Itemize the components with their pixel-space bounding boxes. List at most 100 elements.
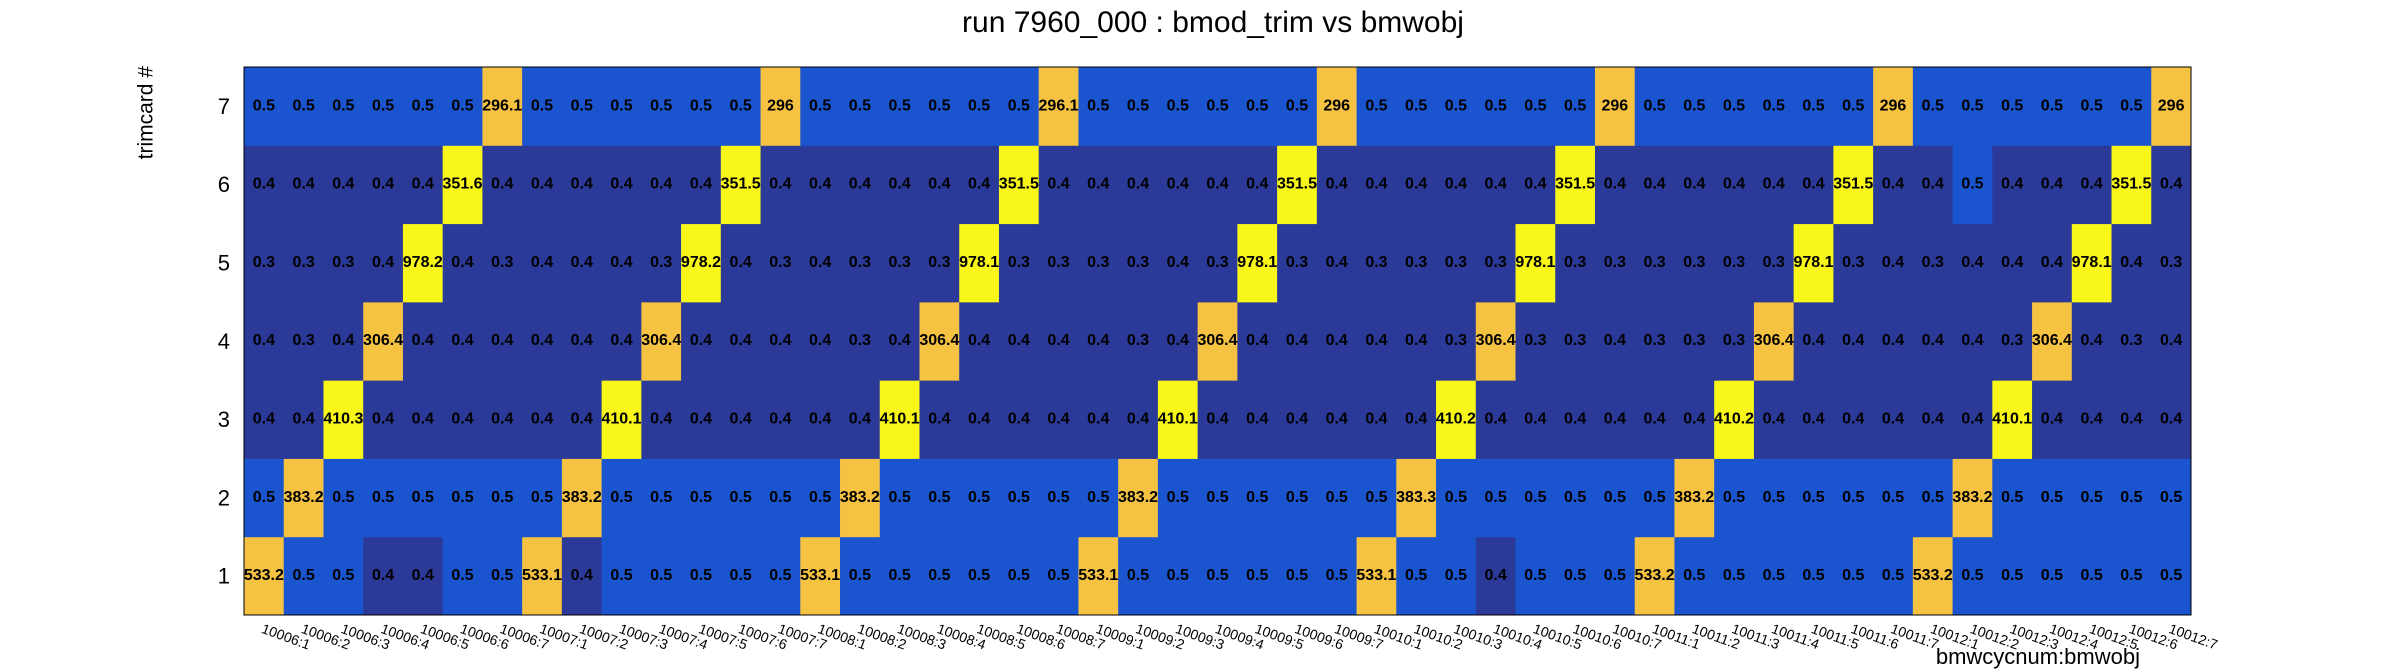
heatmap-cell — [1594, 536, 1636, 616]
heatmap-cell — [919, 145, 960, 225]
heatmap-cell — [1753, 380, 1795, 459]
heatmap-cell — [919, 67, 960, 146]
cell-label: 0.4 — [730, 332, 752, 349]
heatmap-cell — [1277, 223, 1318, 303]
heatmap-cell — [1356, 458, 1397, 538]
cell-label: 0.4 — [690, 411, 712, 428]
cell-label: 0.4 — [809, 254, 831, 271]
cell-label: 351.5 — [999, 176, 1039, 193]
heatmap-cell — [720, 536, 762, 616]
heatmap-cell — [1436, 458, 1477, 538]
heatmap-cell — [522, 380, 563, 459]
cell-label: 0.5 — [1882, 489, 1904, 506]
heatmap-cell — [2071, 536, 2113, 616]
heatmap-cell — [1515, 223, 1556, 303]
cell-label: 0.4 — [451, 332, 473, 349]
heatmap-cell — [482, 458, 523, 538]
cell-label: 0.5 — [1008, 489, 1030, 506]
cell-label: 0.3 — [1604, 254, 1626, 271]
cell-label: 0.3 — [888, 254, 910, 271]
heatmap-cell — [1873, 223, 1914, 303]
cell-label: 383.2 — [840, 489, 880, 506]
cell-label: 0.5 — [332, 97, 354, 114]
cell-label: 0.5 — [928, 97, 950, 114]
cell-label: 383.2 — [284, 489, 324, 506]
heatmap-cell — [1515, 301, 1556, 381]
cell-label: 0.4 — [809, 411, 831, 428]
heatmap-cell — [840, 301, 881, 381]
cell-label: 0.4 — [2120, 254, 2142, 271]
heatmap-cell — [244, 301, 285, 381]
heatmap-cell — [998, 380, 1040, 459]
heatmap-cell — [1237, 536, 1278, 616]
cell-label: 0.5 — [730, 97, 752, 114]
heatmap-cell — [442, 223, 483, 303]
heatmap-cell — [1753, 301, 1795, 381]
cell-label: 0.4 — [531, 176, 553, 193]
heatmap-cell — [283, 380, 324, 459]
heatmap-cell — [1555, 145, 1596, 225]
cell-label: 0.4 — [1802, 332, 1824, 349]
heatmap-cell — [681, 301, 722, 381]
heatmap-cell — [1436, 380, 1477, 459]
heatmap-cell — [244, 536, 285, 616]
heatmap-cell — [1118, 301, 1159, 381]
heatmap-cell — [1793, 145, 1834, 225]
heatmap-cell — [1634, 67, 1675, 146]
cell-label: 0.4 — [2160, 176, 2182, 193]
heatmap-cell — [363, 67, 404, 146]
heatmap-cell — [959, 67, 1000, 146]
cell-label: 0.4 — [1206, 176, 1228, 193]
heatmap-cell — [1515, 67, 1556, 146]
cell-label: 0.4 — [2120, 411, 2142, 428]
cell-label: 0.3 — [1445, 332, 1467, 349]
cell-label: 351.6 — [443, 176, 483, 193]
cell-label: 0.4 — [1802, 411, 1824, 428]
cell-label: 0.4 — [1683, 411, 1705, 428]
cell-label: 0.4 — [690, 332, 712, 349]
heatmap-cell — [482, 380, 523, 459]
cell-label: 0.4 — [1326, 332, 1348, 349]
heatmap-cell — [641, 145, 682, 225]
cell-label: 0.4 — [690, 176, 712, 193]
cell-label: 0.4 — [491, 176, 513, 193]
heatmap-cell — [1912, 301, 1954, 381]
heatmap-cell — [561, 458, 603, 538]
heatmap-cell — [681, 536, 722, 616]
cell-label: 0.4 — [1087, 176, 1109, 193]
cell-label: 0.5 — [1087, 97, 1109, 114]
cell-label: 0.3 — [292, 332, 314, 349]
heatmap-cell — [2071, 380, 2113, 459]
cell-label: 0.4 — [1604, 332, 1626, 349]
cell-label: 0.4 — [332, 176, 354, 193]
cell-label: 383.3 — [1396, 489, 1436, 506]
cell-label: 0.5 — [1246, 489, 1268, 506]
cell-label: 0.4 — [571, 254, 593, 271]
heatmap-cell — [840, 145, 881, 225]
cell-label: 410.2 — [1436, 411, 1476, 428]
cell-label: 533.1 — [522, 567, 562, 584]
heatmap-cell — [1396, 67, 1437, 146]
heatmap-cell — [1833, 380, 1874, 459]
heatmap-cell — [1396, 380, 1437, 459]
y-tick-label: 1 — [218, 564, 230, 589]
heatmap-cell — [2111, 380, 2152, 459]
cell-label: 0.5 — [1524, 567, 1546, 584]
heatmap-cell — [1316, 223, 1358, 303]
heatmap-cell — [1992, 380, 2033, 459]
cell-label: 0.3 — [1524, 332, 1546, 349]
heatmap-cell — [1316, 145, 1358, 225]
heatmap-cell — [1118, 223, 1159, 303]
cell-label: 0.4 — [531, 411, 553, 428]
heatmap-cell — [1157, 223, 1199, 303]
cell-label: 0.5 — [888, 97, 910, 114]
cell-label: 410.1 — [1158, 411, 1198, 428]
cell-label: 0.4 — [1723, 176, 1745, 193]
cell-label: 0.5 — [1683, 97, 1705, 114]
heatmap-cell — [2151, 458, 2192, 538]
heatmap-cell — [1078, 380, 1119, 459]
heatmap-cell — [720, 458, 762, 538]
cell-label: 0.5 — [1286, 489, 1308, 506]
heatmap-cell — [1475, 536, 1517, 616]
cell-label: 0.3 — [2001, 332, 2023, 349]
